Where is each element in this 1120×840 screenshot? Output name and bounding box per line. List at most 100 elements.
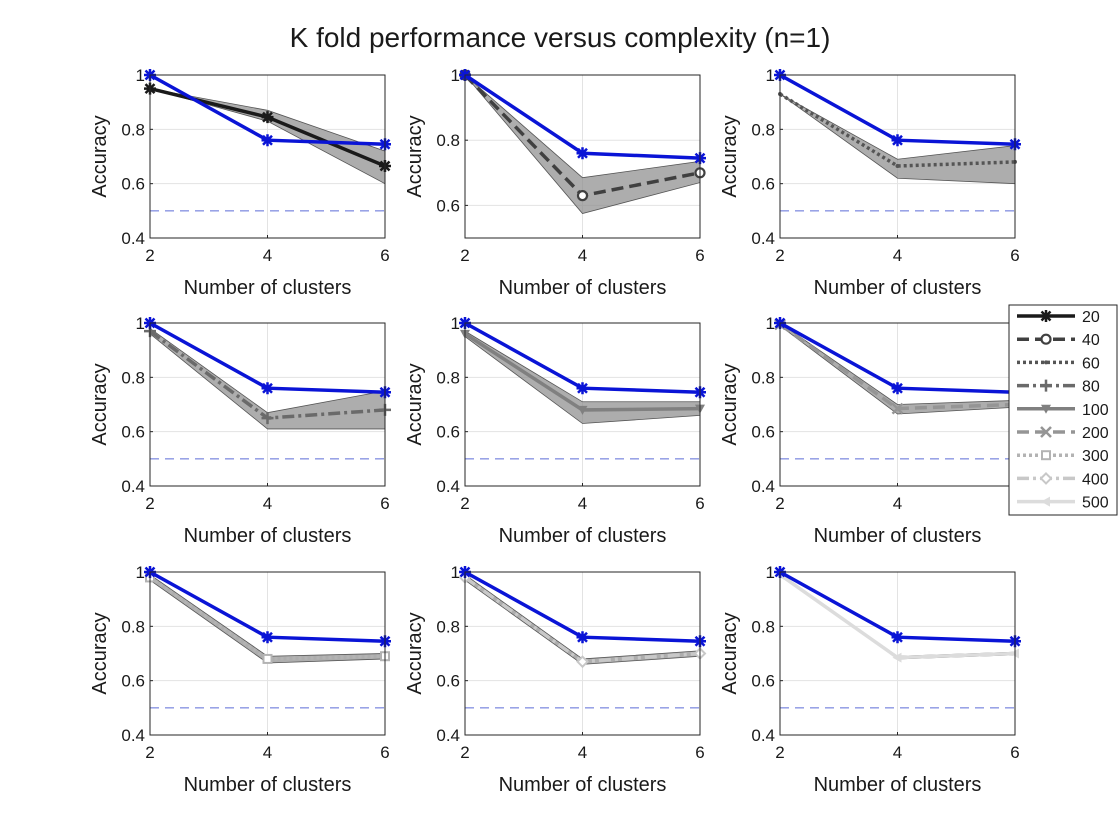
reference-point: [891, 134, 904, 147]
x-tick-label: 4: [893, 246, 902, 265]
y-tick-label: 0.4: [121, 477, 145, 496]
series-point-500: [892, 652, 902, 663]
y-tick-label: 1: [136, 314, 145, 333]
x-tick-label: 4: [893, 494, 902, 513]
x-tick-label: 4: [263, 743, 272, 762]
legend-label: 60: [1082, 355, 1100, 372]
y-tick-label: 0.6: [751, 672, 775, 691]
reference-point: [261, 382, 274, 395]
x-tick-label: 4: [578, 246, 587, 265]
legend-marker: [1040, 333, 1052, 345]
x-axis-label: Number of clusters: [499, 525, 667, 547]
y-tick-label: 0.4: [751, 477, 775, 496]
x-tick-label: 4: [893, 743, 902, 762]
y-tick-label: 0.6: [436, 423, 460, 442]
y-tick-label: 0.8: [436, 617, 460, 636]
x-tick-label: 4: [263, 246, 272, 265]
x-tick-label: 2: [145, 246, 154, 265]
y-tick-label: 1: [451, 563, 460, 582]
panel-300: 2 4 6 0.4 0.6 0.8 1 Number of clusters Accuracy: [89, 563, 391, 796]
x-axis-label: Number of clusters: [814, 774, 982, 796]
y-tick-label: 0.4: [751, 726, 775, 745]
x-tick-label: 6: [1010, 743, 1019, 762]
y-tick-label: 0.6: [121, 672, 145, 691]
x-tick-label: 4: [263, 494, 272, 513]
x-tick-label: 4: [578, 743, 587, 762]
y-axis-label: Accuracy: [89, 612, 111, 694]
x-axis-label: Number of clusters: [814, 525, 982, 547]
panel-20: 2 4 6 0.4 0.6 0.8 1 Number of clusters Accuracy: [89, 66, 391, 299]
reference-point: [891, 631, 904, 644]
x-axis-label: Number of clusters: [184, 525, 352, 547]
x-tick-label: 2: [775, 246, 784, 265]
series-point-200: [891, 402, 904, 415]
x-tick-label: 2: [775, 743, 784, 762]
x-tick-label: 6: [695, 246, 704, 265]
series-point-60: [895, 164, 900, 169]
series-point-80: [261, 412, 274, 425]
y-tick-label: 0.8: [751, 368, 775, 387]
legend-marker: [1041, 450, 1051, 461]
x-tick-label: 2: [145, 494, 154, 513]
legend-label: 400: [1082, 471, 1109, 488]
x-tick-label: 4: [578, 494, 587, 513]
x-tick-label: 6: [380, 743, 389, 762]
legend-label: 40: [1082, 332, 1100, 349]
legend-label: 200: [1082, 425, 1109, 442]
x-tick-label: 6: [380, 494, 389, 513]
y-tick-label: 0.8: [751, 120, 775, 139]
legend-marker: [1041, 404, 1051, 414]
reference-point: [576, 382, 589, 395]
x-axis-label: Number of clusters: [499, 774, 667, 796]
x-tick-label: 2: [460, 494, 469, 513]
y-tick-label: 1: [451, 66, 460, 85]
legend-label: 500: [1082, 495, 1109, 512]
legend-item-400: 400: [1017, 471, 1109, 488]
y-tick-label: 0.4: [121, 229, 145, 248]
x-axis-label: Number of clusters: [184, 774, 352, 796]
x-tick-label: 2: [460, 246, 469, 265]
y-tick-label: 0.6: [436, 672, 460, 691]
x-tick-label: 6: [695, 494, 704, 513]
x-tick-label: 6: [1010, 246, 1019, 265]
legend-marker: [1044, 360, 1048, 365]
panel-400: 2 4 6 0.4 0.6 0.8 1 Number of clusters Accuracy: [404, 563, 707, 796]
legend-item-300: 300: [1017, 448, 1109, 465]
reference-point: [576, 147, 589, 160]
y-tick-label: 0.8: [436, 131, 460, 150]
legend-item-200: 200: [1017, 425, 1109, 442]
reference-point: [576, 631, 589, 644]
x-tick-label: 6: [380, 246, 389, 265]
y-axis-label: Accuracy: [719, 612, 741, 694]
y-tick-label: 0.6: [436, 196, 460, 215]
legend-label: 100: [1082, 402, 1109, 419]
y-tick-label: 1: [451, 314, 460, 333]
y-tick-label: 1: [766, 66, 775, 85]
reference-point: [891, 382, 904, 395]
reference-point: [261, 631, 274, 644]
legend-item-80: 80: [1017, 379, 1100, 396]
y-tick-label: 0.6: [751, 175, 775, 194]
legend-marker: [1040, 379, 1052, 392]
reference-point: [261, 134, 274, 147]
x-axis-label: Number of clusters: [814, 277, 982, 299]
legend-label: 300: [1082, 448, 1109, 465]
y-tick-label: 0.8: [121, 617, 145, 636]
panel-500: 2 4 6 0.4 0.6 0.8 1 Number of clusters Accuracy: [719, 563, 1021, 796]
series-point-300: [262, 653, 273, 664]
series-point-400: [576, 655, 589, 669]
panel-80: 2 4 6 0.4 0.6 0.8 1 Number of clusters Accuracy: [89, 314, 391, 547]
y-axis-label: Accuracy: [404, 612, 426, 694]
y-axis-label: Accuracy: [89, 115, 111, 197]
x-tick-label: 2: [145, 743, 154, 762]
legend-marker: [1040, 310, 1052, 322]
panel-100: 2 4 6 0.4 0.6 0.8 1 Number of clusters Accuracy: [404, 314, 706, 547]
legend-marker: [1039, 471, 1053, 485]
y-tick-label: 1: [136, 563, 145, 582]
x-axis-label: Number of clusters: [499, 277, 667, 299]
y-tick-label: 0.4: [751, 229, 775, 248]
x-tick-label: 6: [695, 743, 704, 762]
